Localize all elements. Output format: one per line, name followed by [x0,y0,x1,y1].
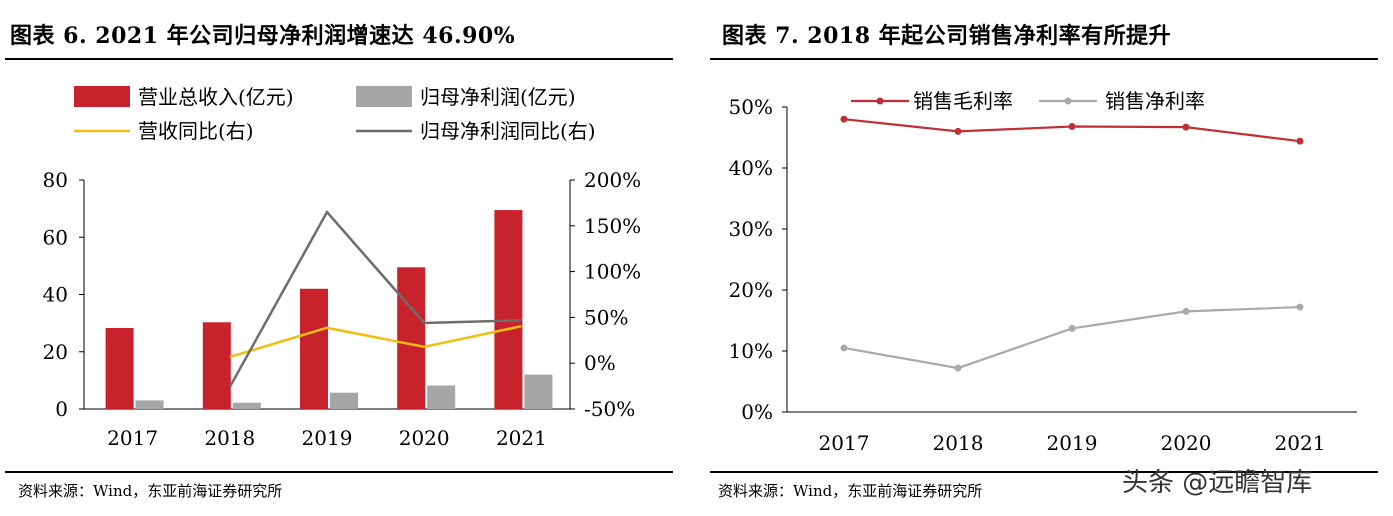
gross-margin-point [1296,137,1304,145]
legend-net-margin-label: 销售净利率 [1105,89,1205,113]
legend-profit-yoy-label: 归母净利润同比(右) [420,119,596,143]
x-category-label: 2020 [1161,431,1212,455]
x-category-label: 2019 [1047,431,1098,455]
y-tick-label: 20% [729,278,773,302]
left-y-tick-label: 80 [43,168,68,192]
left-y-tick-label: 0 [55,397,68,421]
net-profit-bar [232,402,261,409]
gross-margin-point [954,127,962,135]
y-tick-label: 50% [729,95,773,119]
y-tick-label: 40% [729,156,773,180]
net-profit-bar [135,400,164,409]
watermark: 头条 @远瞻智库 [1122,468,1313,498]
revenue-bar [202,322,231,409]
legend-revenue-label: 营业总收入(亿元) [138,85,294,109]
right-y-tick-label: 200% [584,168,641,192]
right-title-rule [710,58,1378,60]
x-category-label: 2018 [204,426,255,450]
left-source-note: 资料来源：Wind，东亚前海证券研究所 [18,482,283,500]
net-margin-line [843,305,1301,370]
legend-revenue-yoy-label: 营收同比(右) [138,119,254,143]
left-y-tick-label: 40 [43,283,68,307]
x-category-label: 2019 [302,426,353,450]
right-y-tick-label: 100% [584,260,641,284]
right-panel: 图表 7. 2018 年起公司销售净利率有所提升 0% 10% 20% 30% 40% 5… [705,0,1393,516]
left-title-rule [5,58,673,60]
margin-chart: 0% 10% 20% 30% 40% 50% 2017 2018 2019 2020 2021 销售毛… [729,89,1357,455]
x-category-label: 2020 [399,426,450,450]
right-y-tick-label: 150% [584,214,641,238]
x-category-label: 2021 [496,426,547,450]
net-profit-bar [524,374,553,409]
gross-margin-point [1068,123,1076,131]
revenue-profit-chart: 0 20 40 60 80 -50% 0% 50% 100% 150% 200% 2017 2018 20… [43,85,642,450]
legend-gross-margin-label: 销售毛利率 [913,89,1013,113]
revenue-bar [300,288,328,409]
revenue-bar [105,327,134,409]
legend-net-profit-label: 归母净利润(亿元) [420,85,576,109]
left-source-rule [5,471,673,473]
legend-gross-margin-marker [876,97,884,105]
y-tick-label: 0% [741,400,773,424]
net-margin-point [1068,324,1076,332]
net-profit-bar [330,392,358,409]
revenue-yoy-line [229,324,522,359]
left-y-tick-label: 20 [43,340,68,364]
legend-revenue-swatch [74,86,130,107]
legend-net-profit-swatch [356,86,412,107]
y-tick-label: 30% [729,217,773,241]
left-panel-title: 图表 6. 2021 年公司归母净利润增速达 46.90% [10,23,516,49]
x-category-label: 2021 [1275,431,1326,455]
net-margin-point [840,344,848,352]
gross-margin-line [843,118,1301,143]
net-margin-point [954,364,962,372]
right-panel-title: 图表 7. 2018 年起公司销售净利率有所提升 [722,23,1172,49]
right-y-tick-label: 50% [584,305,628,329]
right-y-tick-label: 0% [584,351,616,375]
revenue-bar [397,267,426,409]
right-source-rule [710,471,1378,473]
legend-net-margin-marker [1064,97,1072,105]
y-tick-label: 10% [729,339,773,363]
gross-margin-point [1182,123,1190,131]
x-category-label: 2017 [819,431,870,455]
left-panel: 图表 6. 2021 年公司归母净利润增速达 46.90% 0 20 40 60 80 -… [0,0,680,516]
left-y-tick-label: 60 [43,225,68,249]
revenue-bar [494,210,523,409]
net-margin-point [1182,307,1190,315]
profit-yoy-line [228,209,522,388]
right-y-tick-label: -50% [584,397,635,421]
x-category-label: 2018 [933,431,984,455]
right-source-note: 资料来源：Wind，东亚前海证券研究所 [718,482,983,500]
net-margin-point [1296,303,1304,311]
x-category-label: 2017 [107,426,158,450]
gross-margin-point [840,115,848,123]
net-profit-bar [427,385,456,409]
